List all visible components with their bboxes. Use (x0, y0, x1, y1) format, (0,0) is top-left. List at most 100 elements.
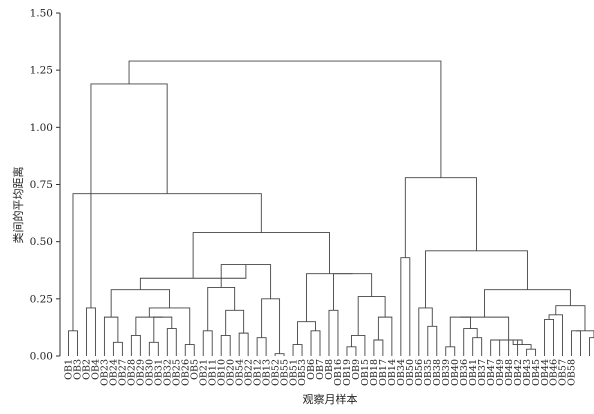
dendrogram-link (256, 337, 267, 356)
dendrogram-link (404, 177, 477, 258)
dendrogram-link (128, 60, 442, 178)
leaf-label: OB18 (369, 359, 380, 386)
dendrogram-link (166, 328, 177, 356)
leaf-label: OB37 (477, 359, 488, 386)
leaf-label: OB53 (297, 359, 308, 386)
dendrogram-links (68, 60, 594, 356)
leaf-label: OB27 (118, 359, 129, 386)
leaf-label: OB32 (162, 359, 173, 386)
dendrogram-link (400, 257, 411, 356)
leaf-label: OB24 (109, 359, 120, 386)
leaf-label: OB51 (288, 359, 299, 386)
dendrogram-link (463, 328, 478, 356)
y-axis: 0.00 0.25 0.50 0.75 1.00 1.25 1.50 (30, 8, 61, 363)
dendrogram-link (495, 339, 523, 345)
leaf-label: OB8 (324, 359, 335, 380)
dendrogram-link (207, 286, 236, 331)
leaf-label: OB40 (450, 359, 461, 386)
leaf-label: OB49 (495, 359, 506, 386)
leaf-label: OB20 (225, 359, 236, 386)
leaf-label: OB56 (414, 359, 425, 386)
dendrogram-link (346, 346, 357, 356)
y-axis-title: 类间的平均距离 (11, 167, 25, 244)
dendrogram-link (544, 318, 554, 356)
leaf-label: OB21 (198, 359, 209, 386)
leaf-label: OB55 (279, 359, 290, 386)
leaf-label: OB41 (468, 359, 479, 386)
leaf-label: OB47 (486, 359, 497, 386)
dendrogram-link (184, 344, 195, 356)
dendrogram-link (418, 307, 433, 356)
dendrogram-link (589, 337, 594, 356)
leaf-label: OB44 (540, 359, 551, 386)
y-tick-label: 1.25 (30, 65, 53, 77)
leaf-label: OB26 (180, 359, 191, 386)
leaf-label: OB34 (396, 359, 407, 386)
leaf-label: OB52 (270, 359, 281, 386)
dendrogram-link (576, 330, 594, 338)
dendrogram-link (548, 314, 563, 356)
leaf-label: OB16 (333, 359, 344, 386)
leaf-label: OB1 (64, 359, 75, 380)
dendrogram-link (306, 273, 353, 322)
leaf-label: OB4 (91, 359, 102, 380)
y-tick-label: 0.75 (30, 179, 53, 191)
leaf-label: OB38 (432, 359, 443, 386)
leaf-label: OB14 (387, 359, 398, 386)
dendrogram-link (373, 339, 384, 356)
dendrogram-link (490, 339, 501, 356)
leaf-label: OB5 (189, 359, 200, 380)
dendrogram-link (445, 346, 456, 356)
y-tick-label: 0.50 (30, 236, 53, 248)
leaf-label: OB3 (73, 359, 84, 380)
dendrogram-link (192, 232, 330, 279)
dendrogram-link (377, 316, 393, 356)
leaf-label: OB22 (243, 359, 254, 386)
leaf-label: OB30 (145, 359, 156, 386)
dendrogram-link (571, 330, 581, 356)
dendrogram-link (103, 316, 119, 356)
leaf-label: OB31 (154, 359, 165, 386)
dendrogram-link (460, 316, 510, 340)
y-tick-label: 0.25 (30, 293, 53, 305)
dendrogram-link (153, 316, 173, 343)
dendrogram-link (68, 330, 78, 356)
leaf-label: OB42 (513, 359, 524, 386)
dendrogram-link (292, 344, 303, 356)
dendrogram-link (110, 289, 170, 318)
dendrogram-link (333, 273, 373, 311)
dendrogram-link (425, 250, 528, 308)
leaf-label: OB43 (522, 359, 533, 386)
leaf-label: OB46 (549, 359, 560, 386)
dendrogram-link (86, 307, 96, 356)
dendrogram-link (427, 325, 438, 356)
leaf-label: OB17 (378, 359, 389, 386)
dendrogram-link (148, 307, 191, 345)
leaf-label: OB54 (234, 359, 245, 386)
dendrogram-link (238, 332, 249, 356)
dendrogram-link (135, 316, 163, 336)
dendrogram-link (225, 309, 245, 336)
leaf-label: OB13 (261, 359, 272, 386)
leaf-label: OB36 (459, 359, 470, 386)
dendrogram-link (328, 309, 339, 356)
leaf-label: OB48 (504, 359, 515, 386)
leaf-label: OB9 (351, 359, 362, 380)
leaf-label: OB23 (100, 359, 111, 386)
y-tick-label: 0.00 (30, 351, 53, 363)
leaf-label: OB15 (360, 359, 371, 386)
leaf-label: OB25 (171, 359, 182, 386)
dendrogram-link (297, 321, 316, 345)
dendrogram-link (90, 83, 168, 308)
leaf-label: OB10 (216, 359, 227, 386)
y-tick-label: 1.50 (30, 8, 53, 20)
leaf-label: OB12 (252, 359, 263, 386)
leaf-label: OB39 (441, 359, 452, 386)
dendrogram-link (555, 305, 586, 331)
dendrogram-link (274, 353, 285, 356)
dendrogram-link (472, 337, 483, 356)
leaf-label: OB19 (342, 359, 353, 386)
leaf-labels: OB1OB3OB2OB4OB23OB24OB27OB28OB29OB30OB31… (64, 359, 578, 386)
